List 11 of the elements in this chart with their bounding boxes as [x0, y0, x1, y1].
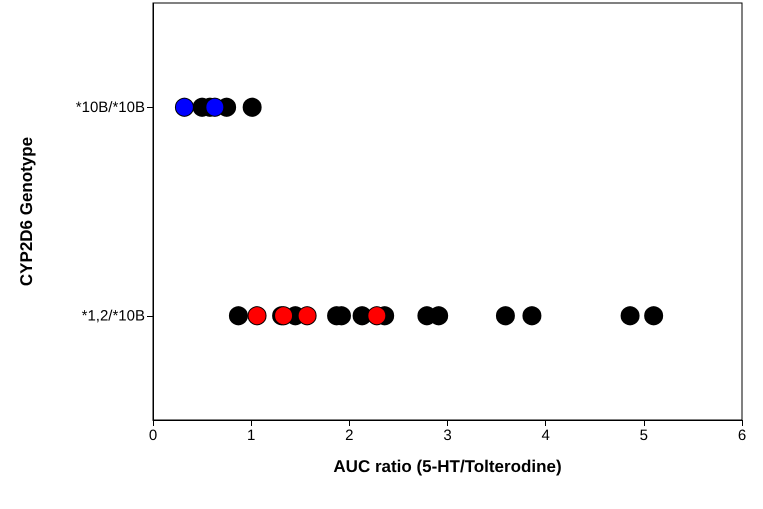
- x-tick-label: 0: [148, 427, 158, 444]
- x-axis-title: AUC ratio (5-HT/Tolterodine): [333, 457, 562, 476]
- x-tick-label: 3: [443, 427, 452, 444]
- x-tick-label: 6: [738, 427, 746, 444]
- x-tick-label: 1: [246, 427, 256, 444]
- x-tick-label: 2: [345, 427, 354, 444]
- x-tick-label: 5: [640, 427, 648, 444]
- y-tick-label: *1,2/*10B: [82, 307, 145, 324]
- y-tick-label: *10B/*10B: [76, 98, 145, 116]
- y-axis-title: CYP2D6 Genotype: [17, 136, 36, 286]
- x-tick-label: 4: [541, 427, 550, 444]
